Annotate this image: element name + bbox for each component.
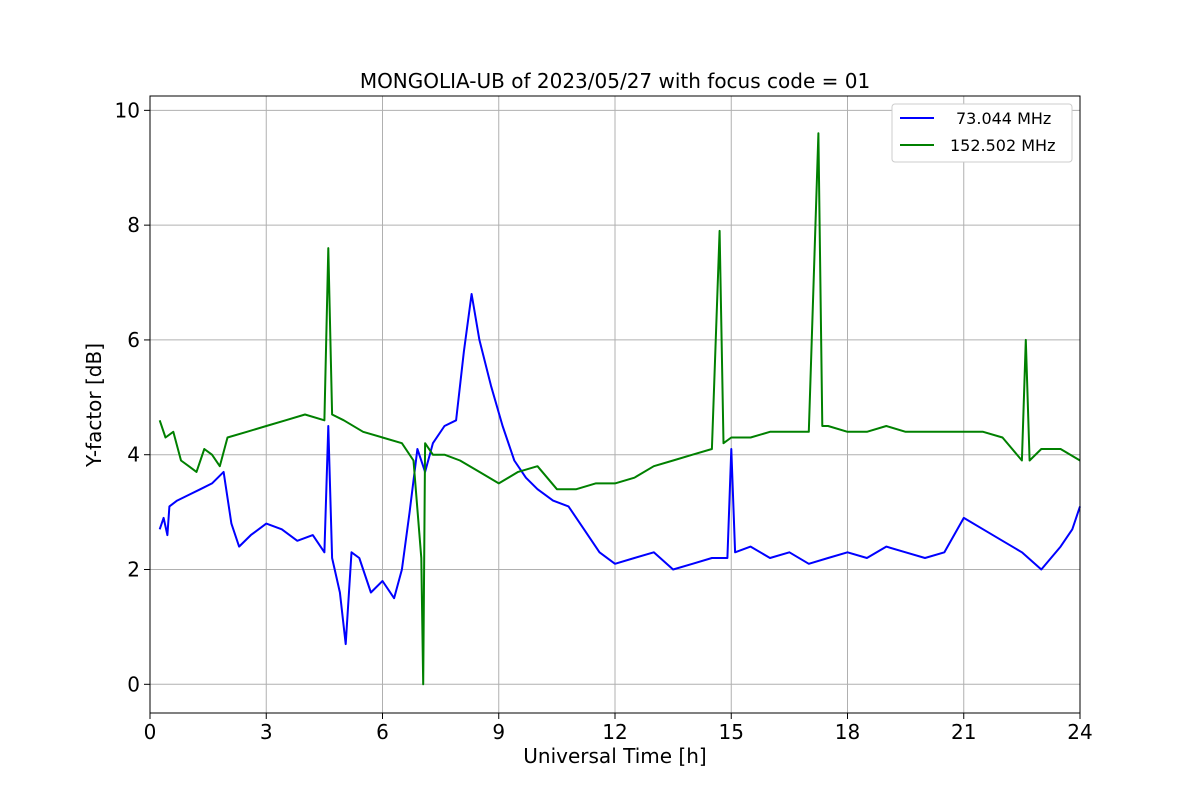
x-tick-label: 6	[376, 720, 389, 744]
legend-label-73mhz: 73.044 MHz	[956, 109, 1051, 128]
y-tick-label: 0	[127, 672, 140, 696]
x-tick-label: 18	[835, 720, 860, 744]
series-line-0	[158, 293, 1081, 646]
series-layer	[158, 132, 1081, 686]
y-tick-label: 10	[115, 98, 140, 122]
y-tick-label: 4	[127, 443, 140, 467]
x-tick-label: 0	[144, 720, 157, 744]
x-axis: 0 3 6 9 12 15 18 21 24	[144, 713, 1093, 744]
x-tick-label: 3	[260, 720, 273, 744]
y-axis: 0 2 4 6 8 10	[115, 98, 150, 696]
x-tick-label: 15	[719, 720, 744, 744]
x-tick-label: 12	[602, 720, 627, 744]
x-tick-label: 21	[951, 720, 976, 744]
x-tick-label: 9	[492, 720, 505, 744]
y-tick-label: 2	[127, 558, 140, 582]
y-tick-label: 8	[127, 213, 140, 237]
legend-box	[891, 103, 1073, 163]
series-line-1	[158, 132, 1081, 686]
grid	[149, 96, 1081, 713]
x-axis-label: Universal Time [h]	[523, 744, 706, 768]
y-axis-label: Y-factor [dB]	[82, 343, 106, 468]
chart-title: MONGOLIA-UB of 2023/05/27 with focus cod…	[360, 69, 870, 93]
y-tick-label: 6	[127, 328, 140, 352]
x-tick-label: 24	[1067, 720, 1092, 744]
legend-label-152mhz: 152.502 MHz	[950, 136, 1055, 155]
legend: 73.044 MHz 152.502 MHz	[891, 103, 1073, 163]
